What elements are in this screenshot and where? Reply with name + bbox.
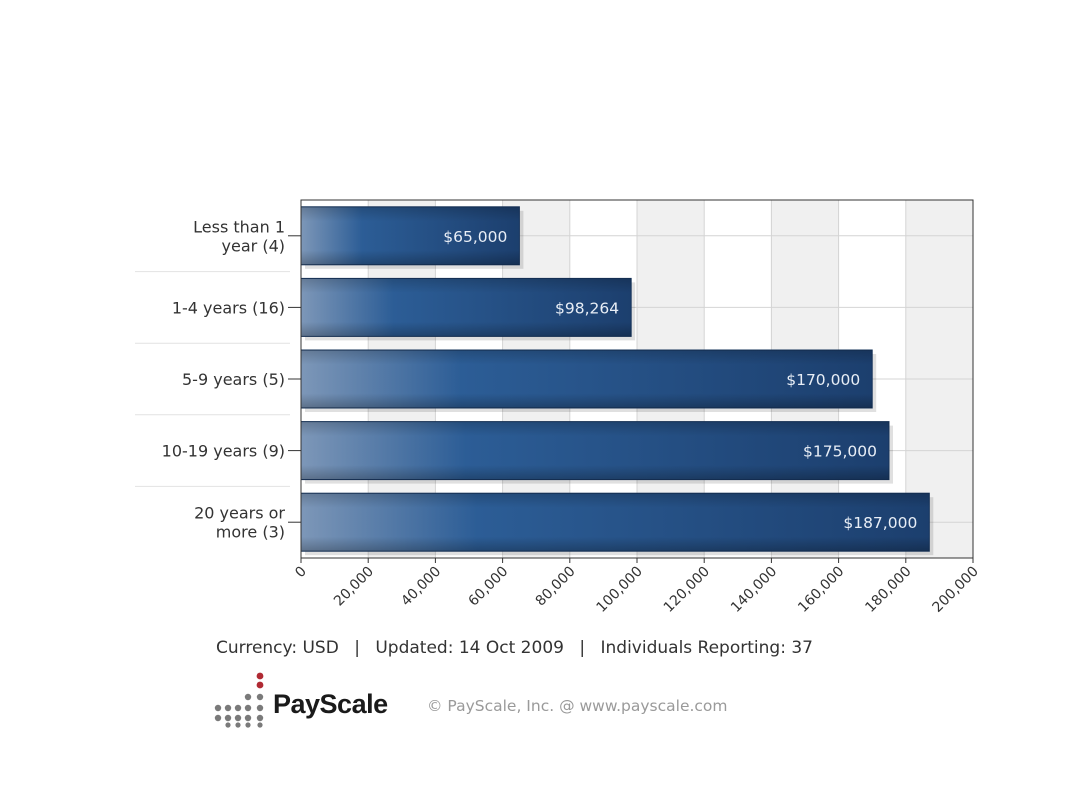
copyright-text: © PayScale, Inc. @ www.payscale.com xyxy=(427,697,728,715)
x-tick-label: 200,000 xyxy=(930,564,982,616)
x-axis-tick-labels: 0 20,000 40,000 60,000 80,000 100,000 120,000 1… xyxy=(292,558,982,616)
bar-value-label: $175,000 xyxy=(803,443,877,461)
x-tick-label: 0 xyxy=(292,564,310,582)
bar-shading xyxy=(301,493,930,552)
bar-value-label: $98,264 xyxy=(555,299,619,317)
logo-word-pay: Pay xyxy=(273,689,320,719)
x-tick-label: 140,000 xyxy=(728,564,780,616)
x-tick-label: 160,000 xyxy=(795,564,847,616)
bars-group: $65,000 $98,264 $170,000 $175,000 $187,000 xyxy=(300,206,934,556)
payscale-dot-grid-icon xyxy=(214,672,264,728)
updated-label: Updated: 14 Oct 2009 xyxy=(375,638,564,658)
payscale-logo-wordmark: PayScale xyxy=(273,689,388,720)
x-tick-label: 20,000 xyxy=(331,564,377,610)
x-tick-label: 60,000 xyxy=(465,564,511,610)
bar-shading xyxy=(301,206,520,265)
x-tick-label: 120,000 xyxy=(661,564,713,616)
bar-value-label: $187,000 xyxy=(843,514,917,532)
footer-separator: | xyxy=(354,638,360,658)
plot-frame xyxy=(300,199,974,559)
bar-value-label: $65,000 xyxy=(443,228,507,246)
x-tick-label: 100,000 xyxy=(594,564,646,616)
category-label: more (3) xyxy=(216,523,285,542)
bar-shading xyxy=(301,350,873,408)
category-label: 20 years or xyxy=(194,504,285,523)
individuals-reporting-label: Individuals Reporting: 37 xyxy=(600,638,813,658)
category-label: 10-19 years (9) xyxy=(162,442,285,461)
x-tick-label: 40,000 xyxy=(398,564,444,610)
footer-separator: | xyxy=(579,638,586,658)
x-tick-label: 80,000 xyxy=(533,564,579,610)
chart-footer: Currency: USD | Updated: 14 Oct 2009 | I… xyxy=(216,638,916,662)
payscale-branding: PayScale © PayScale, Inc. @ www.payscale… xyxy=(214,672,814,732)
bar-value-label: $170,000 xyxy=(786,371,860,389)
category-label: year (4) xyxy=(222,236,285,255)
logo-word-scale: Scale xyxy=(319,689,389,719)
category-label: 5-9 years (5) xyxy=(182,370,285,389)
category-label: Less than 1 xyxy=(193,217,285,236)
category-label: 1-4 years (16) xyxy=(172,298,285,317)
currency-label: Currency: USD xyxy=(216,638,339,658)
bar-shading xyxy=(301,421,889,480)
bar-shading xyxy=(301,278,632,337)
x-tick-label: 180,000 xyxy=(862,564,914,616)
